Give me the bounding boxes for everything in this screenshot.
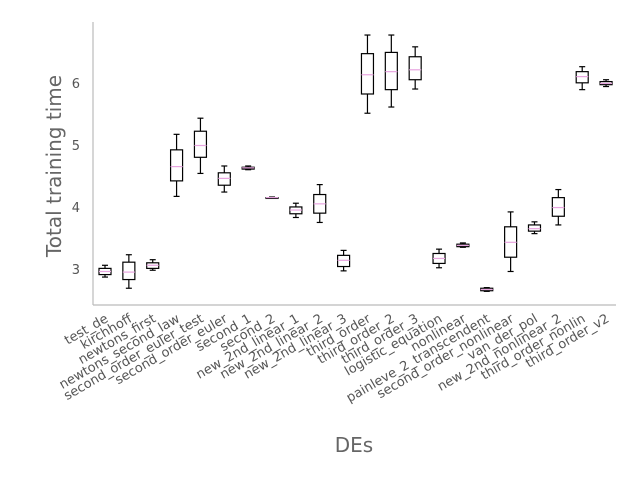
y-tick-label: 3 bbox=[72, 263, 80, 278]
box-iqr bbox=[122, 261, 136, 281]
x-axis-ticks: test_dekirchhoffnewtons_firstnewtons_sec… bbox=[57, 311, 612, 406]
box-iqr bbox=[384, 51, 398, 91]
box-new_2nd_nonlinear_2 bbox=[551, 188, 565, 226]
box-newtons_first bbox=[146, 259, 160, 271]
y-tick-label: 5 bbox=[72, 139, 80, 154]
box-iqr bbox=[337, 254, 351, 268]
box-van_der_pol bbox=[527, 221, 542, 235]
plot-area bbox=[98, 34, 613, 292]
box-iqr bbox=[217, 172, 231, 186]
y-axis-ticks: 3 4 5 6 bbox=[72, 77, 80, 278]
box-iqr bbox=[575, 71, 589, 84]
y-tick-label: 4 bbox=[72, 201, 80, 216]
box-test_de bbox=[98, 264, 112, 278]
box-logistic_equation bbox=[432, 248, 446, 269]
y-tick-label: 6 bbox=[72, 77, 80, 92]
box-third_order_2 bbox=[384, 34, 398, 108]
box-iqr bbox=[527, 224, 542, 232]
box-iqr bbox=[193, 130, 208, 158]
box-new_2nd_linear_2 bbox=[313, 184, 327, 224]
box-third_order_3 bbox=[408, 46, 422, 90]
box-second_order_euler bbox=[217, 165, 231, 193]
box-iqr bbox=[551, 197, 565, 217]
x-axis-label: DEs bbox=[335, 433, 373, 457]
box-iqr bbox=[169, 149, 184, 182]
box-second_1 bbox=[241, 165, 255, 171]
box-newtons_second_law bbox=[169, 133, 184, 197]
box-iqr bbox=[408, 56, 422, 81]
y-axis-label: Total training time bbox=[42, 75, 66, 258]
box-painleve_2_transcendent bbox=[480, 287, 494, 292]
box-kirchhoff bbox=[122, 254, 136, 289]
box-second_order_euler_test bbox=[193, 117, 208, 175]
box-third_order_v2 bbox=[599, 79, 613, 88]
box-nonlinear bbox=[456, 242, 470, 248]
box-iqr bbox=[360, 53, 375, 95]
box-second_2 bbox=[265, 196, 279, 200]
box-new_2nd_linear_3 bbox=[337, 249, 351, 272]
box-third_order_nonlin bbox=[575, 66, 589, 91]
box-new_2nd_linear_1 bbox=[289, 202, 303, 219]
box-second_order_nonlinear bbox=[504, 211, 518, 273]
box-third_order bbox=[360, 34, 375, 114]
